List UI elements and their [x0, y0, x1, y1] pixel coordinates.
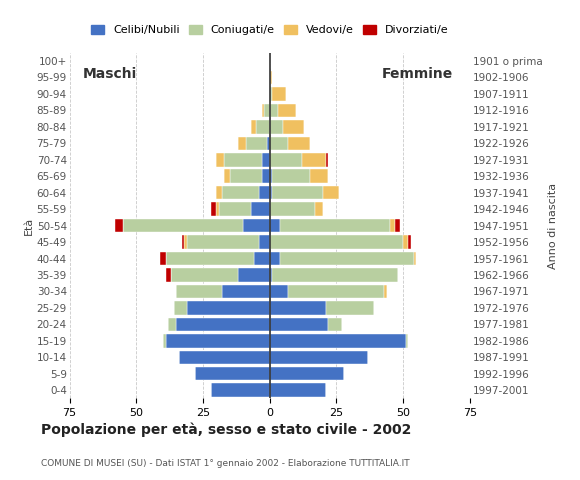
- Text: Femmine: Femmine: [382, 67, 453, 81]
- Bar: [216, 203, 219, 216]
- Bar: [270, 268, 273, 282]
- Bar: [115, 219, 123, 232]
- Bar: [253, 252, 270, 265]
- Bar: [270, 203, 315, 216]
- Bar: [270, 334, 406, 348]
- Bar: [160, 252, 166, 265]
- Bar: [310, 169, 328, 183]
- Bar: [280, 252, 414, 265]
- Bar: [211, 384, 270, 397]
- Bar: [302, 153, 326, 167]
- Bar: [270, 104, 278, 117]
- Bar: [176, 285, 222, 298]
- Bar: [328, 318, 342, 331]
- Bar: [283, 120, 305, 133]
- Bar: [270, 252, 280, 265]
- Bar: [168, 318, 176, 331]
- Bar: [216, 186, 222, 199]
- Bar: [270, 137, 288, 150]
- Bar: [270, 350, 368, 364]
- Bar: [238, 268, 270, 282]
- Bar: [270, 219, 280, 232]
- Bar: [273, 268, 398, 282]
- Bar: [270, 285, 288, 298]
- Bar: [323, 186, 339, 199]
- Bar: [270, 71, 273, 84]
- Bar: [184, 235, 187, 249]
- Bar: [211, 203, 216, 216]
- Bar: [315, 203, 323, 216]
- Bar: [270, 367, 345, 381]
- Bar: [224, 153, 262, 167]
- Y-axis label: Anno di nascita: Anno di nascita: [548, 182, 558, 269]
- Bar: [216, 153, 224, 167]
- Bar: [166, 268, 171, 282]
- Bar: [166, 334, 270, 348]
- Text: Popolazione per età, sesso e stato civile - 2002: Popolazione per età, sesso e stato civil…: [41, 423, 411, 437]
- Bar: [176, 318, 270, 331]
- Bar: [173, 301, 187, 314]
- Bar: [182, 235, 184, 249]
- Bar: [326, 153, 328, 167]
- Bar: [262, 169, 270, 183]
- Bar: [251, 120, 256, 133]
- Bar: [187, 301, 270, 314]
- Bar: [395, 219, 400, 232]
- Bar: [256, 120, 270, 133]
- Bar: [270, 153, 302, 167]
- Bar: [224, 169, 230, 183]
- Y-axis label: Età: Età: [24, 216, 34, 235]
- Bar: [270, 169, 273, 183]
- Bar: [270, 318, 328, 331]
- Bar: [259, 186, 270, 199]
- Bar: [270, 186, 273, 199]
- Bar: [264, 104, 270, 117]
- Bar: [270, 301, 326, 314]
- Bar: [406, 334, 408, 348]
- Bar: [278, 104, 296, 117]
- Bar: [270, 120, 283, 133]
- Bar: [267, 137, 270, 150]
- Bar: [222, 186, 259, 199]
- Bar: [273, 186, 323, 199]
- Bar: [187, 235, 259, 249]
- Bar: [166, 252, 253, 265]
- Bar: [403, 235, 408, 249]
- Bar: [163, 334, 166, 348]
- Bar: [222, 285, 270, 298]
- Bar: [262, 104, 264, 117]
- Bar: [270, 87, 273, 101]
- Bar: [246, 137, 267, 150]
- Bar: [273, 169, 310, 183]
- Text: COMUNE DI MUSEI (SU) - Dati ISTAT 1° gennaio 2002 - Elaborazione TUTTITALIA.IT: COMUNE DI MUSEI (SU) - Dati ISTAT 1° gen…: [41, 458, 409, 468]
- Bar: [408, 235, 411, 249]
- Bar: [390, 219, 395, 232]
- Bar: [288, 137, 310, 150]
- Bar: [273, 87, 286, 101]
- Bar: [251, 203, 270, 216]
- Bar: [259, 235, 270, 249]
- Bar: [288, 285, 385, 298]
- Bar: [270, 384, 326, 397]
- Bar: [238, 137, 246, 150]
- Bar: [171, 268, 238, 282]
- Bar: [230, 169, 262, 183]
- Legend: Celibi/Nubili, Coniugati/e, Vedovi/e, Divorziati/e: Celibi/Nubili, Coniugati/e, Vedovi/e, Di…: [86, 20, 453, 40]
- Bar: [262, 153, 270, 167]
- Bar: [280, 219, 390, 232]
- Bar: [414, 252, 416, 265]
- Bar: [123, 219, 243, 232]
- Bar: [179, 350, 270, 364]
- Bar: [195, 367, 270, 381]
- Bar: [326, 301, 374, 314]
- Bar: [385, 285, 387, 298]
- Text: Maschi: Maschi: [83, 67, 137, 81]
- Bar: [243, 219, 270, 232]
- Bar: [219, 203, 251, 216]
- Bar: [270, 235, 403, 249]
